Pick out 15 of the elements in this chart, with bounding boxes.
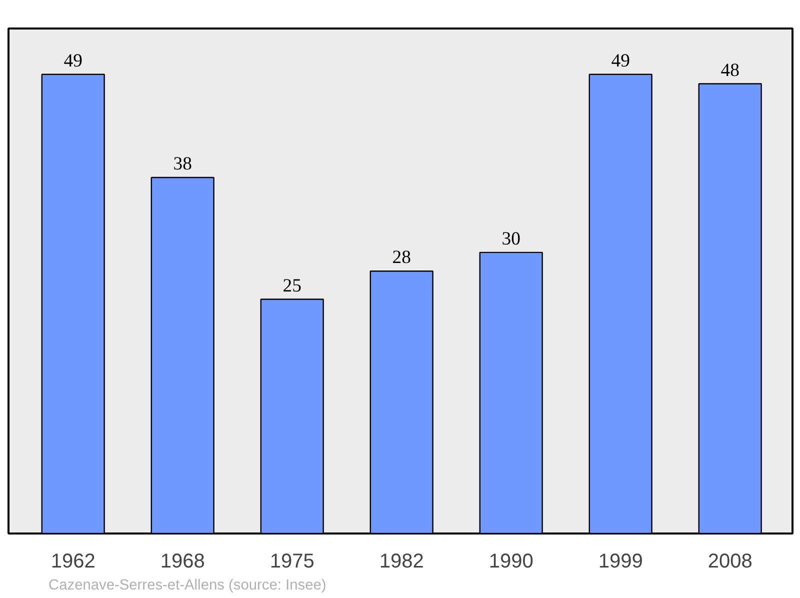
data-label: 49: [64, 50, 82, 72]
data-label: 25: [282, 275, 302, 296]
x-tick-label: 1990: [488, 550, 534, 572]
data-label: 30: [502, 228, 520, 250]
text: Cazenave-Serres-et-Allens (source: Insee): [48, 578, 326, 594]
data-label: 48: [720, 60, 740, 81]
x-tick-label: 2008: [708, 550, 752, 572]
data-label: 49: [611, 50, 630, 72]
x-tick-label: 1968: [160, 550, 205, 572]
x-tick-label: 1982: [379, 550, 424, 572]
data-label: 28: [392, 247, 411, 268]
data-label: 38: [173, 153, 192, 174]
x-tick-label: 1999: [598, 550, 643, 572]
x-tick-label: 1975: [270, 550, 314, 572]
x-tick-label: 1962: [50, 550, 96, 572]
